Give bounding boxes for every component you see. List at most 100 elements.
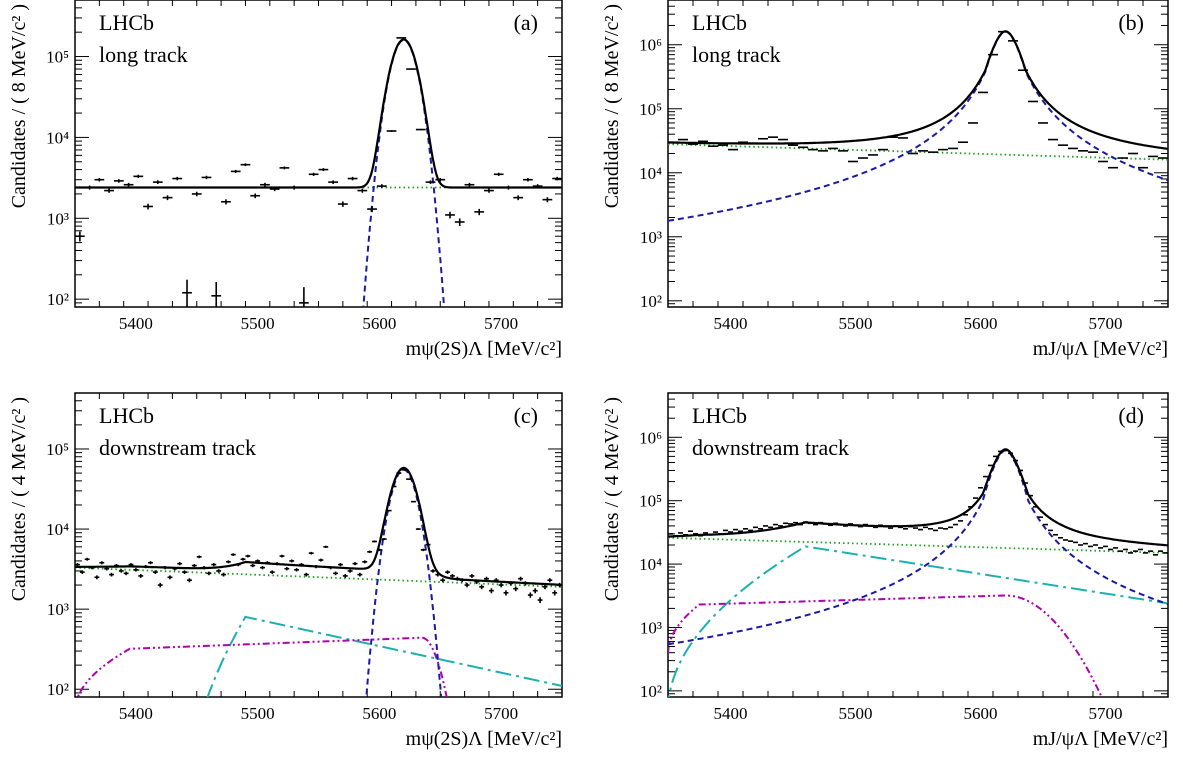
data-point xyxy=(1058,537,1063,538)
x-tick-label: 5400 xyxy=(119,704,153,723)
data-point xyxy=(338,563,343,566)
data-point xyxy=(668,142,678,143)
data-point xyxy=(1088,546,1093,547)
data-point xyxy=(908,153,918,154)
data-point xyxy=(958,142,968,143)
data-point xyxy=(445,212,455,219)
data-point xyxy=(863,524,868,525)
data-point xyxy=(387,510,392,511)
data-point xyxy=(1138,167,1148,168)
data-point xyxy=(202,176,212,179)
data-point xyxy=(848,524,853,525)
data-point xyxy=(543,585,548,590)
data-point xyxy=(392,486,397,487)
data-point xyxy=(138,574,143,578)
data-point xyxy=(1118,551,1123,552)
y-tick-label: 10⁴ xyxy=(639,555,662,574)
data-point xyxy=(743,528,748,529)
data-point xyxy=(406,69,416,70)
data-point xyxy=(698,535,703,536)
data-point xyxy=(484,189,494,193)
fit-curves xyxy=(668,449,1168,719)
data-point xyxy=(1158,158,1168,159)
track-category-label: downstream track xyxy=(99,435,256,460)
data-point xyxy=(182,280,192,307)
track-category-label: long track xyxy=(692,42,781,67)
data-point xyxy=(708,534,713,535)
data-point xyxy=(888,137,898,138)
x-tick-label: 5500 xyxy=(241,704,275,723)
data-point xyxy=(245,555,250,558)
data-point xyxy=(387,130,397,132)
data-point xyxy=(294,568,299,571)
data-point xyxy=(948,527,953,528)
y-axis-title: Candidates / ( 8 MeV/c² ) xyxy=(8,4,30,208)
data-point xyxy=(187,578,192,582)
data-point xyxy=(748,530,753,531)
data-point xyxy=(833,523,838,524)
data-point xyxy=(426,543,431,545)
data-point xyxy=(411,501,416,502)
data-point xyxy=(489,588,494,593)
data-point xyxy=(552,590,557,595)
y-tick-label: 10⁴ xyxy=(46,520,69,539)
y-tick-label: 10⁴ xyxy=(46,128,69,147)
data-point xyxy=(328,180,338,184)
data-point xyxy=(280,555,285,558)
data-point xyxy=(918,150,928,151)
data-point xyxy=(343,574,348,578)
data-point xyxy=(85,186,95,190)
data-point xyxy=(673,535,678,536)
fit-curves xyxy=(75,40,562,358)
y-tick-label: 10² xyxy=(47,290,69,309)
data-point xyxy=(99,561,104,564)
data-point xyxy=(953,524,958,525)
data-point xyxy=(299,287,309,307)
data-point xyxy=(858,526,863,527)
x-tick-label: 5400 xyxy=(119,314,153,333)
x-axis-title: mJ/ψΛ [MeV/c²] xyxy=(1033,728,1168,750)
panel-tag: (d) xyxy=(1118,403,1144,428)
data-point xyxy=(1138,549,1143,550)
y-tick-label: 10⁶ xyxy=(639,428,662,447)
y-axis-title: Candidates / ( 4 MeV/c² ) xyxy=(601,397,623,601)
panel-tag: (b) xyxy=(1118,10,1144,35)
data-point xyxy=(172,177,182,180)
data-point xyxy=(104,189,114,193)
experiment-label: LHCb xyxy=(692,10,747,35)
data-point xyxy=(353,562,358,565)
data-point xyxy=(703,533,708,534)
data-point xyxy=(450,574,455,578)
data-point xyxy=(309,173,319,176)
data-point xyxy=(192,192,202,197)
data-point xyxy=(818,522,823,523)
data-point xyxy=(778,139,788,140)
data-point xyxy=(728,149,738,150)
data-point xyxy=(367,206,377,212)
data-point xyxy=(1098,161,1108,162)
data-point xyxy=(1123,549,1128,550)
data-point xyxy=(1108,549,1113,550)
data-point xyxy=(474,209,484,215)
data-point xyxy=(1113,547,1118,548)
data-point xyxy=(119,569,124,572)
experiment-label: LHCb xyxy=(692,403,747,428)
data-point xyxy=(1038,517,1043,518)
data-point xyxy=(768,137,778,138)
data-point xyxy=(1148,551,1153,552)
data-point xyxy=(396,473,401,474)
data-point xyxy=(241,163,251,166)
data-point xyxy=(250,564,255,567)
data-point xyxy=(445,570,450,574)
y-tick-label: 10³ xyxy=(47,209,69,228)
data-point xyxy=(963,514,968,515)
data-point xyxy=(773,524,778,525)
y-tick-label: 10⁵ xyxy=(639,100,662,119)
data-point xyxy=(958,521,963,522)
data-point xyxy=(1073,542,1078,543)
data-point xyxy=(241,558,246,561)
misid-background-curve xyxy=(75,638,462,747)
y-tick-label: 10⁶ xyxy=(639,36,662,55)
x-tick-label: 5700 xyxy=(1089,314,1123,333)
data-point xyxy=(683,534,688,535)
